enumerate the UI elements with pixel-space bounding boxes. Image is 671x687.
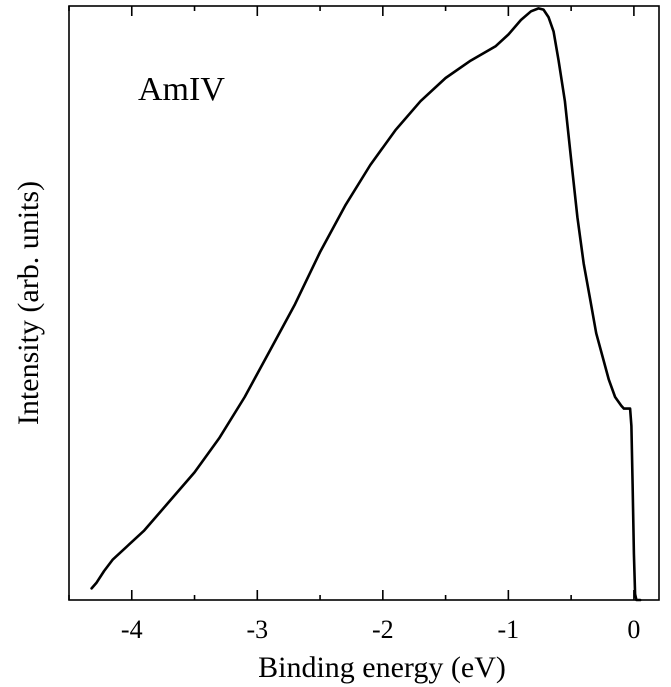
x-tick-label: -2 (372, 615, 394, 644)
intensity-curve (90, 7, 642, 602)
x-tick-labels: -4 -3 -2 -1 0 (121, 615, 640, 644)
x-axis-title: Binding energy (eV) (258, 651, 506, 684)
x-tick-label: -4 (121, 615, 143, 644)
x-tick-label: 0 (627, 615, 640, 644)
y-axis-title: Intensity (arb. units) (12, 181, 45, 425)
sample-label: AmIV (138, 71, 225, 108)
plot-frame (68, 5, 660, 601)
x-tick-label: -1 (498, 615, 520, 644)
x-tick-label: -3 (246, 615, 268, 644)
